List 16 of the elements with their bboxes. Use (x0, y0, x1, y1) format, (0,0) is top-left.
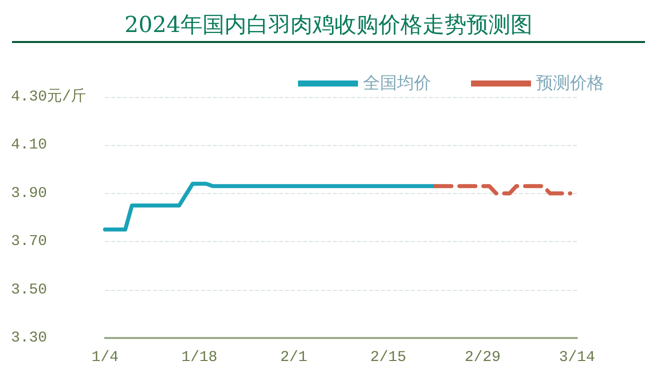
y-tick-label: 4.10 (11, 136, 48, 154)
x-tick-label: 1/18 (181, 349, 218, 366)
chart-title: 2024年国内白羽肉鸡收购价格走势预测图 (124, 12, 534, 40)
y-tick-label: 3.90 (11, 184, 48, 202)
legend-label: 全国均价 (363, 74, 431, 94)
y-tick-label: 3.30 (11, 330, 48, 346)
x-tick-label: 2/1 (280, 349, 308, 366)
x-tick-label: 2/29 (464, 349, 501, 366)
legend-label: 预测价格 (536, 74, 604, 94)
x-tick-label: 2/15 (370, 349, 406, 366)
y-tick-label: 3.50 (11, 281, 48, 298)
y-tick-label: 4.30元/斤 (11, 88, 86, 106)
line-series (103, 182, 438, 232)
x-tick-label: 3/14 (558, 349, 596, 366)
y-tick-label: 3.70 (11, 233, 48, 250)
x-tick-label: 1/4 (91, 349, 119, 366)
